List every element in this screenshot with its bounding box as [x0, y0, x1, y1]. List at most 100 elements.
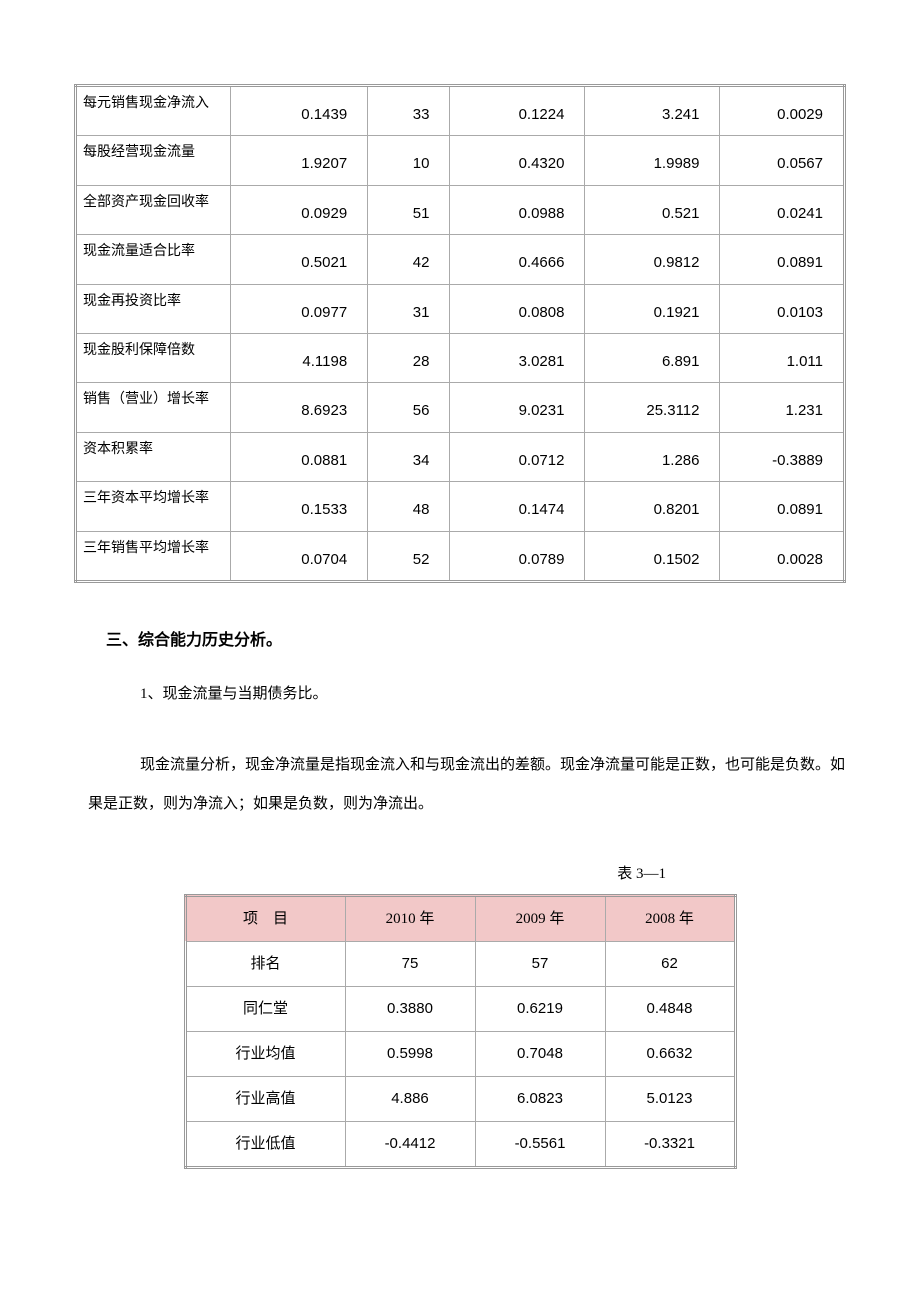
- table-row: 现金流量适合比率 0.5021 42 0.4666 0.9812 0.0891: [76, 235, 845, 284]
- table-row: 同仁堂 0.3880 0.6219 0.4848: [185, 986, 735, 1031]
- metric-value: 1.286: [585, 432, 720, 481]
- table-row: 行业均值 0.5998 0.7048 0.6632: [185, 1031, 735, 1076]
- metric-value: 1.9207: [231, 136, 368, 185]
- metric-value: 9.0231: [450, 383, 585, 432]
- metric-value: 0.4666: [450, 235, 585, 284]
- metric-label: 三年资本平均增长率: [76, 482, 231, 531]
- row-value: 62: [605, 941, 735, 986]
- metric-value: 0.0977: [231, 284, 368, 333]
- metric-value: 4.1198: [231, 333, 368, 382]
- metric-value: 0.521: [585, 185, 720, 234]
- row-label: 同仁堂: [185, 986, 345, 1031]
- metric-value: 0.0241: [720, 185, 845, 234]
- metric-label: 现金股利保障倍数: [76, 333, 231, 382]
- row-value: 0.4848: [605, 986, 735, 1031]
- metric-value: 0.9812: [585, 235, 720, 284]
- row-value: 57: [475, 941, 605, 986]
- metric-label: 销售（营业）增长率: [76, 383, 231, 432]
- table-row: 全部资产现金回收率 0.0929 51 0.0988 0.521 0.0241: [76, 185, 845, 234]
- header-item: 项 目: [185, 895, 345, 941]
- row-label: 排名: [185, 941, 345, 986]
- row-value: -0.4412: [345, 1121, 475, 1167]
- row-value: -0.5561: [475, 1121, 605, 1167]
- table-row: 排名 75 57 62: [185, 941, 735, 986]
- row-value: 0.6632: [605, 1031, 735, 1076]
- row-value: 75: [345, 941, 475, 986]
- metric-value: 1.9989: [585, 136, 720, 185]
- metric-value: 0.0891: [720, 482, 845, 531]
- metric-value: 48: [368, 482, 450, 531]
- metric-value: 0.1533: [231, 482, 368, 531]
- metric-label: 三年销售平均增长率: [76, 531, 231, 581]
- table-row: 三年销售平均增长率 0.0704 52 0.0789 0.1502 0.0028: [76, 531, 845, 581]
- analysis-paragraph: 现金流量分析，现金净流量是指现金流入和与现金流出的差额。现金净流量可能是正数，也…: [88, 746, 846, 824]
- metric-value: 0.0808: [450, 284, 585, 333]
- row-label: 行业高值: [185, 1076, 345, 1121]
- metric-value: 1.231: [720, 383, 845, 432]
- subsection-heading: 1、现金流量与当期债务比。: [140, 682, 846, 706]
- row-value: 6.0823: [475, 1076, 605, 1121]
- metric-value: 56: [368, 383, 450, 432]
- metric-label: 现金流量适合比率: [76, 235, 231, 284]
- financial-metrics-body: 每元销售现金净流入 0.1439 33 0.1224 3.241 0.0029 …: [76, 86, 845, 582]
- metric-value: 3.0281: [450, 333, 585, 382]
- metric-value: -0.3889: [720, 432, 845, 481]
- metric-value: 0.4320: [450, 136, 585, 185]
- metric-label: 每元销售现金净流入: [76, 86, 231, 136]
- table-row: 现金股利保障倍数 4.1198 28 3.0281 6.891 1.011: [76, 333, 845, 382]
- metric-label: 每股经营现金流量: [76, 136, 231, 185]
- metric-value: 0.1474: [450, 482, 585, 531]
- metric-value: 34: [368, 432, 450, 481]
- metric-value: 0.1224: [450, 86, 585, 136]
- metric-value: 0.0881: [231, 432, 368, 481]
- row-value: 0.3880: [345, 986, 475, 1031]
- metric-value: 0.0789: [450, 531, 585, 581]
- metric-value: 0.8201: [585, 482, 720, 531]
- row-value: 0.7048: [475, 1031, 605, 1076]
- metric-value: 10: [368, 136, 450, 185]
- row-value: -0.3321: [605, 1121, 735, 1167]
- metric-value: 0.0988: [450, 185, 585, 234]
- metric-value: 0.0028: [720, 531, 845, 581]
- metric-value: 6.891: [585, 333, 720, 382]
- metric-value: 51: [368, 185, 450, 234]
- table-row: 资本积累率 0.0881 34 0.0712 1.286 -0.3889: [76, 432, 845, 481]
- financial-metrics-table: 每元销售现金净流入 0.1439 33 0.1224 3.241 0.0029 …: [74, 84, 846, 583]
- table-header-row: 项 目 2010 年 2009 年 2008 年: [185, 895, 735, 941]
- metric-value: 52: [368, 531, 450, 581]
- row-value: 0.6219: [475, 986, 605, 1031]
- metric-value: 0.0704: [231, 531, 368, 581]
- header-year: 2009 年: [475, 895, 605, 941]
- metric-value: 0.1921: [585, 284, 720, 333]
- table-row: 行业低值 -0.4412 -0.5561 -0.3321: [185, 1121, 735, 1167]
- metric-value: 1.011: [720, 333, 845, 382]
- metric-value: 31: [368, 284, 450, 333]
- metric-value: 0.0029: [720, 86, 845, 136]
- metric-value: 3.241: [585, 86, 720, 136]
- table-row: 现金再投资比率 0.0977 31 0.0808 0.1921 0.0103: [76, 284, 845, 333]
- metric-value: 42: [368, 235, 450, 284]
- row-value: 0.5998: [345, 1031, 475, 1076]
- metric-value: 28: [368, 333, 450, 382]
- table-row: 三年资本平均增长率 0.1533 48 0.1474 0.8201 0.0891: [76, 482, 845, 531]
- metric-label: 全部资产现金回收率: [76, 185, 231, 234]
- row-label: 行业低值: [185, 1121, 345, 1167]
- metric-value: 0.0929: [231, 185, 368, 234]
- row-value: 4.886: [345, 1076, 475, 1121]
- section-heading: 三、综合能力历史分析。: [106, 628, 846, 654]
- metric-label: 现金再投资比率: [76, 284, 231, 333]
- metric-value: 0.1502: [585, 531, 720, 581]
- metric-value: 0.1439: [231, 86, 368, 136]
- metric-label: 资本积累率: [76, 432, 231, 481]
- row-value: 5.0123: [605, 1076, 735, 1121]
- metric-value: 0.0567: [720, 136, 845, 185]
- metric-value: 25.3112: [585, 383, 720, 432]
- metric-value: 33: [368, 86, 450, 136]
- metric-value: 0.0891: [720, 235, 845, 284]
- yearly-comparison-table: 项 目 2010 年 2009 年 2008 年 排名 75 57 62 同仁堂…: [184, 894, 737, 1169]
- metric-value: 0.0712: [450, 432, 585, 481]
- table-row: 行业高值 4.886 6.0823 5.0123: [185, 1076, 735, 1121]
- table-caption: 表 3—1: [74, 862, 666, 886]
- table-row: 每元销售现金净流入 0.1439 33 0.1224 3.241 0.0029: [76, 86, 845, 136]
- metric-value: 8.6923: [231, 383, 368, 432]
